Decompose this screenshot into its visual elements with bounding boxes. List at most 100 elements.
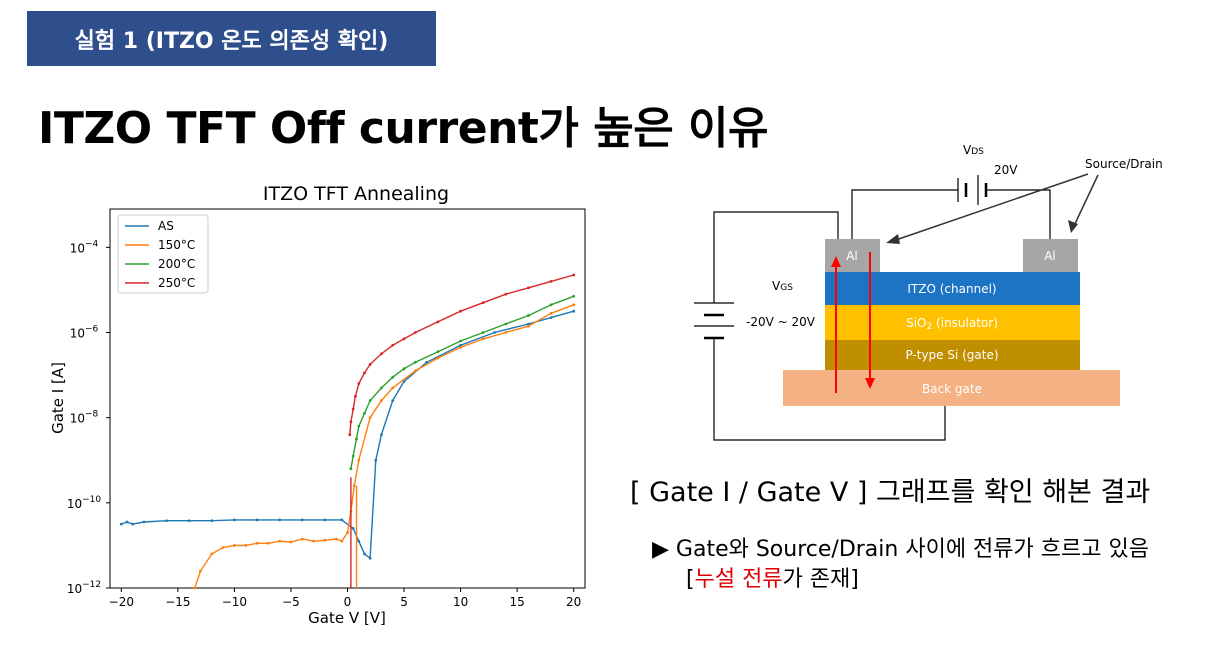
data-point <box>351 526 355 530</box>
vds-label: VDS <box>963 143 984 157</box>
bracket-open: [ <box>686 567 695 592</box>
chart-legend: AS 150°C 200°C 250°C <box>117 214 209 294</box>
data-point <box>357 424 361 428</box>
data-point <box>380 386 383 390</box>
chart-title: ITZO TFT Annealing <box>263 183 449 205</box>
al-electrode-right <box>1023 239 1078 272</box>
x-tick-label: 5 <box>400 595 408 609</box>
legend-label: 250°C <box>158 276 195 290</box>
data-point <box>300 537 304 541</box>
data-point <box>380 399 383 403</box>
bracket-rest: 가 존재] <box>782 567 859 592</box>
data-point <box>300 518 304 522</box>
data-point <box>312 539 315 543</box>
itzo-layer <box>825 272 1080 305</box>
leak-arrow-up-head <box>831 256 841 267</box>
data-point <box>380 433 383 437</box>
data-point <box>187 519 191 523</box>
x-tick-label: −5 <box>282 595 300 609</box>
data-point <box>549 316 553 319</box>
data-point <box>459 309 462 313</box>
data-point <box>334 537 338 541</box>
data-point <box>527 286 530 290</box>
al-right-label: Al <box>1044 249 1056 263</box>
x-tick-label: 10 <box>453 595 468 609</box>
legend-box <box>117 214 209 294</box>
x-tick-label: −15 <box>165 595 190 609</box>
leak-current-text: 누설 전류 <box>694 567 783 592</box>
result-heading: [ Gate I / Gate V ] 그래프를 확인 해본 결과 <box>630 477 1151 508</box>
data-point <box>527 322 530 326</box>
data-point <box>572 294 576 298</box>
x-tick-label: 20 <box>566 595 581 609</box>
back-gate-layer <box>783 370 1120 406</box>
data-point <box>351 407 355 411</box>
series-line <box>349 274 574 435</box>
data-point <box>368 363 372 366</box>
data-point <box>549 311 553 315</box>
tft-device-diagram: VDS 20V Source/Drain VGS -20V ~ 20V Al A… <box>694 143 1163 441</box>
legend-label: 150°C <box>158 238 195 252</box>
data-point <box>368 399 372 403</box>
y-tick-label: 10−12 <box>67 580 101 596</box>
data-point <box>549 303 553 307</box>
source-drain-pointer <box>889 173 1089 243</box>
data-point <box>481 331 485 334</box>
data-point <box>354 394 357 398</box>
vds-sub: DS <box>971 147 984 157</box>
sio2-sub: 2 <box>927 322 933 332</box>
data-point <box>221 546 225 549</box>
section-badge: 실험 1 (ITZO 온도 의존성 확인) <box>27 11 436 66</box>
data-point <box>391 375 395 379</box>
vgs-label: VGS <box>772 279 793 293</box>
data-point <box>266 541 270 545</box>
vgs-sub: GS <box>780 283 793 293</box>
x-axis-label: Gate V [V] <box>308 609 386 627</box>
sio2-prefix: SiO <box>906 316 926 330</box>
vgs-wire <box>713 211 839 303</box>
ptype-label: P-type Si (gate) <box>905 348 998 362</box>
data-point <box>125 520 129 524</box>
vds-value: 20V <box>994 163 1018 177</box>
data-point <box>357 539 361 543</box>
data-point <box>436 350 440 354</box>
data-point <box>244 544 248 547</box>
data-point <box>413 369 417 373</box>
data-point <box>493 331 496 334</box>
x-tick-label: −10 <box>222 595 247 609</box>
series-line <box>194 304 574 589</box>
legend-label: 200°C <box>158 257 195 271</box>
vds-wire <box>851 189 958 239</box>
annealing-chart: ITZO TFT Annealing −20 −15 −10 −5 0 5 10 15 20 1… <box>49 183 586 627</box>
section-badge-text: 실험 1 (ITZO 온도 의존성 확인) <box>74 28 389 54</box>
data-point <box>413 331 417 334</box>
data-point <box>349 420 353 424</box>
bullet-line-2: [누설 전류가 존재] <box>652 565 1149 595</box>
data-point <box>340 539 344 543</box>
back-gate-label: Back gate <box>922 382 982 396</box>
data-point <box>210 552 214 556</box>
data-point <box>349 467 353 471</box>
legend-label: AS <box>158 219 174 233</box>
y-tick-label: 10−4 <box>70 239 99 255</box>
data-point <box>402 367 406 371</box>
y-tick-label: 10−6 <box>70 324 99 340</box>
vgs-range: -20V ~ 20V <box>746 315 816 329</box>
y-tick-label: 10−8 <box>70 410 99 426</box>
data-point <box>357 382 361 385</box>
data-point <box>459 345 462 349</box>
data-point <box>233 544 236 547</box>
sio2-label: SiO2 (insulator) <box>906 316 998 332</box>
data-point <box>436 356 440 360</box>
data-point <box>357 458 361 462</box>
data-point <box>351 454 355 458</box>
data-point <box>193 586 197 590</box>
data-point <box>165 519 168 523</box>
data-point <box>142 520 146 524</box>
y-axis-label: Gate I [A] <box>49 362 67 434</box>
vgs-main: V <box>772 279 781 293</box>
data-point <box>481 301 485 305</box>
y-tick-label: 10−10 <box>67 495 102 511</box>
data-point <box>363 412 366 415</box>
data-point <box>348 433 352 437</box>
